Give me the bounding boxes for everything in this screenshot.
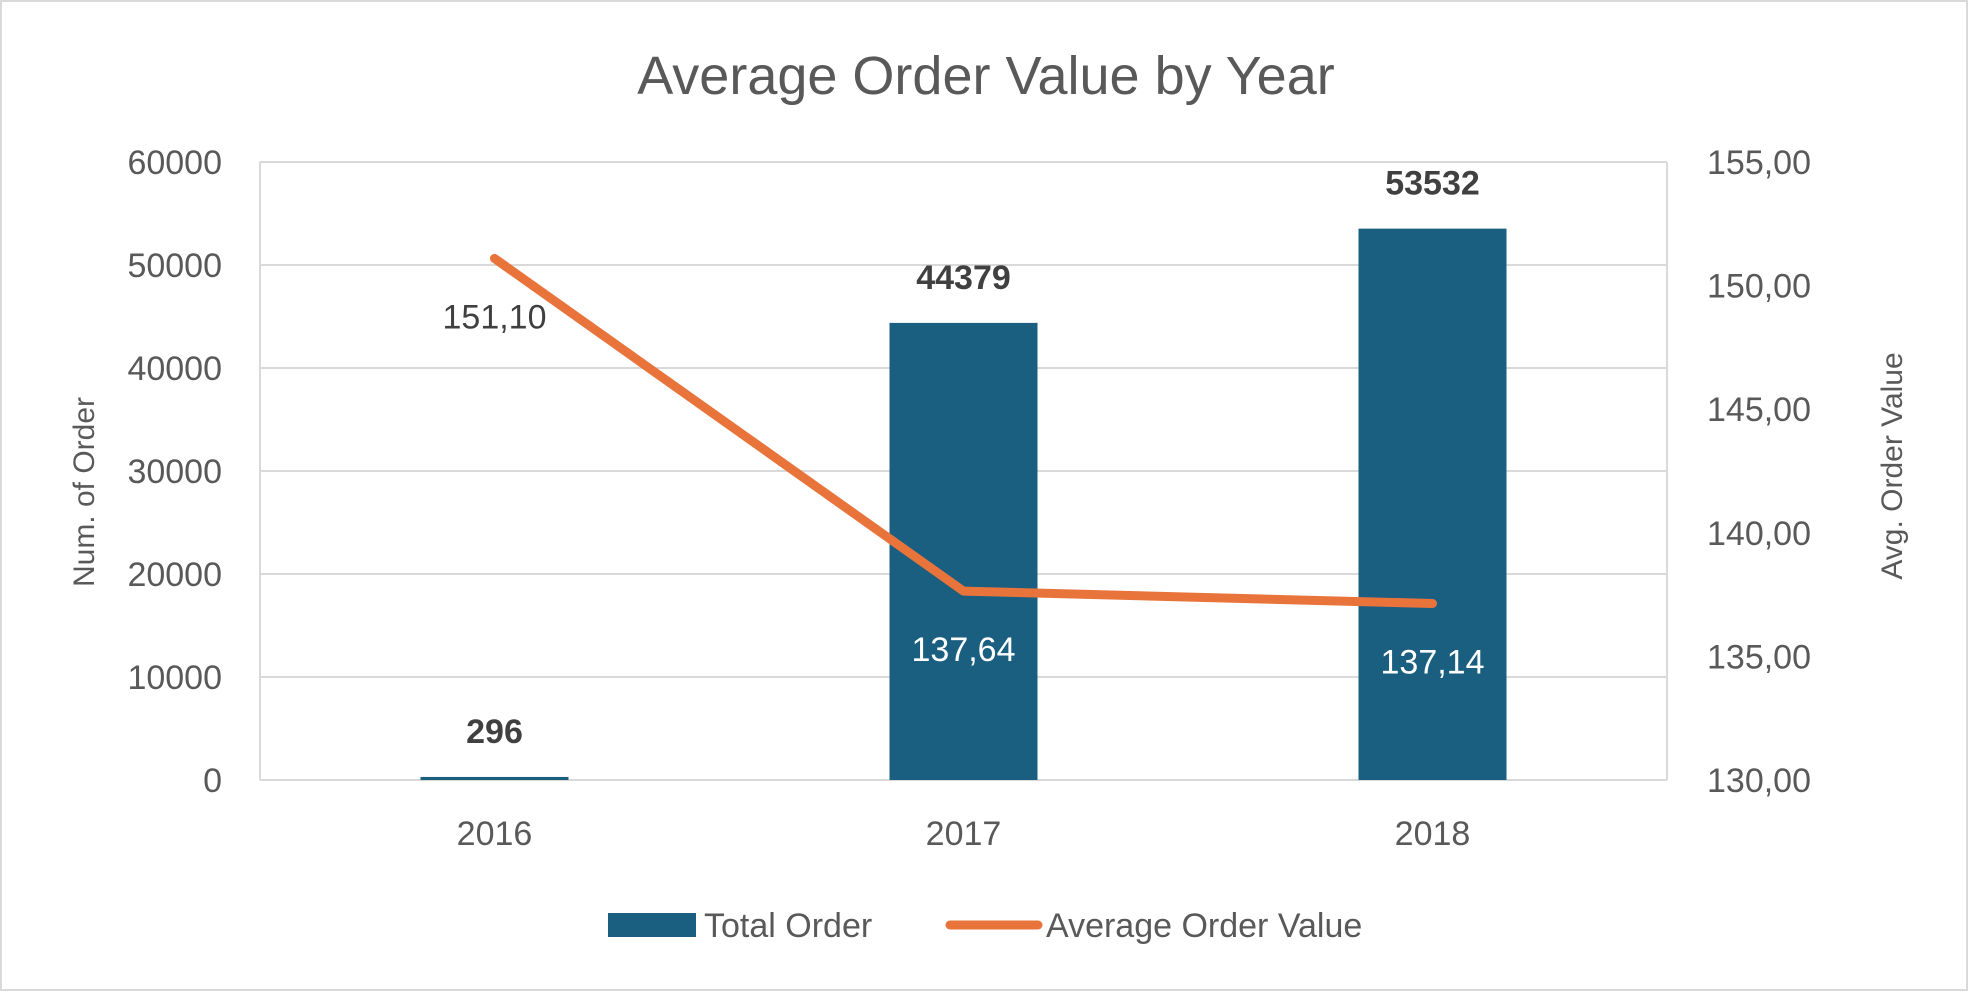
y-tick-label: 40000 bbox=[127, 350, 222, 388]
bar bbox=[420, 776, 569, 780]
chart-title: Average Order Value by Year bbox=[637, 46, 1334, 106]
line-point bbox=[962, 590, 965, 593]
y2-tick-label: 155,00 bbox=[1707, 144, 1811, 182]
data-labels: 296 44379 53532 151,10 137,64 137,14 bbox=[443, 165, 1485, 751]
y-tick-label: 60000 bbox=[127, 144, 222, 182]
bar-series bbox=[420, 228, 1507, 780]
bar bbox=[1358, 228, 1507, 780]
legend-label-total-order: Total Order bbox=[704, 907, 872, 945]
y2-tick-label: 135,00 bbox=[1707, 638, 1811, 676]
bar-value-label: 44379 bbox=[916, 259, 1011, 297]
line-value-label: 137,64 bbox=[912, 631, 1016, 669]
y-axis-title: Num. of Order bbox=[68, 397, 101, 587]
axes: 0 10000 20000 30000 40000 50000 60000 130,00 135… bbox=[127, 144, 1811, 853]
y-tick-label: 0 bbox=[203, 762, 222, 800]
y-tick-label: 10000 bbox=[127, 659, 222, 697]
line-value-label: 137,14 bbox=[1381, 643, 1485, 681]
y2-axis-title: Avg. Order Value bbox=[1876, 352, 1909, 579]
y-tick-label: 50000 bbox=[127, 247, 222, 285]
legend-label-average-order-value: Average Order Value bbox=[1046, 907, 1362, 945]
line-point bbox=[493, 257, 496, 260]
y2-tick-label: 150,00 bbox=[1707, 268, 1811, 306]
x-tick-label: 2016 bbox=[457, 815, 533, 853]
bar-value-label: 53532 bbox=[1385, 165, 1480, 203]
line-value-label: 151,10 bbox=[443, 298, 547, 336]
y-tick-label: 20000 bbox=[127, 556, 222, 594]
bar-value-label: 296 bbox=[466, 713, 523, 751]
y2-tick-label: 145,00 bbox=[1707, 391, 1811, 429]
legend-swatch-total-order bbox=[608, 913, 696, 937]
line-point bbox=[1431, 602, 1434, 605]
x-tick-label: 2017 bbox=[926, 815, 1002, 853]
y2-tick-label: 140,00 bbox=[1707, 515, 1811, 553]
legend: Total Order Average Order Value bbox=[608, 907, 1362, 945]
line-series bbox=[490, 253, 1437, 608]
x-tick-label: 2018 bbox=[1395, 815, 1471, 853]
y-tick-label: 30000 bbox=[127, 453, 222, 491]
y2-tick-label: 130,00 bbox=[1707, 762, 1811, 800]
